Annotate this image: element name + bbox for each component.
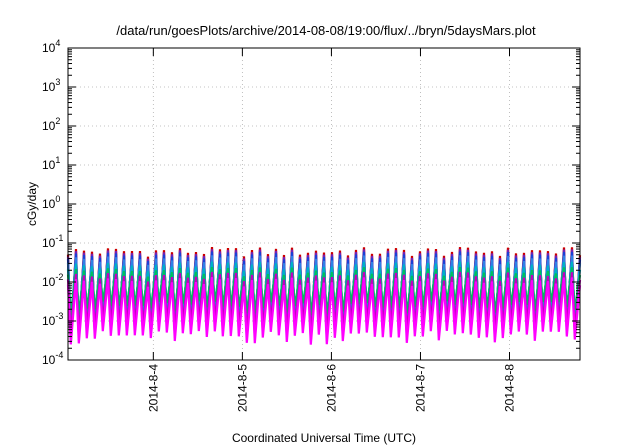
- y-tick-label: 10-2: [42, 272, 63, 289]
- y-tick-label: 102: [42, 116, 60, 133]
- y-tick-label: 104: [42, 38, 60, 55]
- y-tick-label: 10-4: [42, 350, 63, 367]
- x-tick-label: 2014-8-8: [503, 364, 517, 412]
- x-tick-label: 2014-8-4: [146, 364, 160, 412]
- x-tick-label: 2014-8-7: [413, 364, 427, 412]
- x-tick-label: 2014-8-5: [235, 364, 249, 412]
- x-axis: 2014-8-4 2014-8-5 2014-8-6 2014-8-7 2014-8-8: [146, 48, 517, 412]
- x-axis-label: Coordinated Universal Time (UTC): [232, 431, 416, 445]
- y-tick-label: 101: [42, 155, 60, 172]
- series-layer: [66, 247, 582, 345]
- y-axis-label: cGy/day: [25, 182, 39, 226]
- x-tick-label: 2014-8-6: [324, 364, 338, 412]
- y-tick-label: 100: [42, 194, 60, 211]
- y-axis: 10-4 10-3 10-2 10-1 100 101 102 103 104: [42, 38, 580, 367]
- series-line: [66, 277, 582, 345]
- chart-title: /data/run/goesPlots/archive/2014-08-08/1…: [116, 23, 536, 38]
- y-tick-label: 103: [42, 77, 60, 94]
- y-tick-label: 10-3: [42, 311, 63, 328]
- y-tick-label: 10-1: [42, 233, 63, 250]
